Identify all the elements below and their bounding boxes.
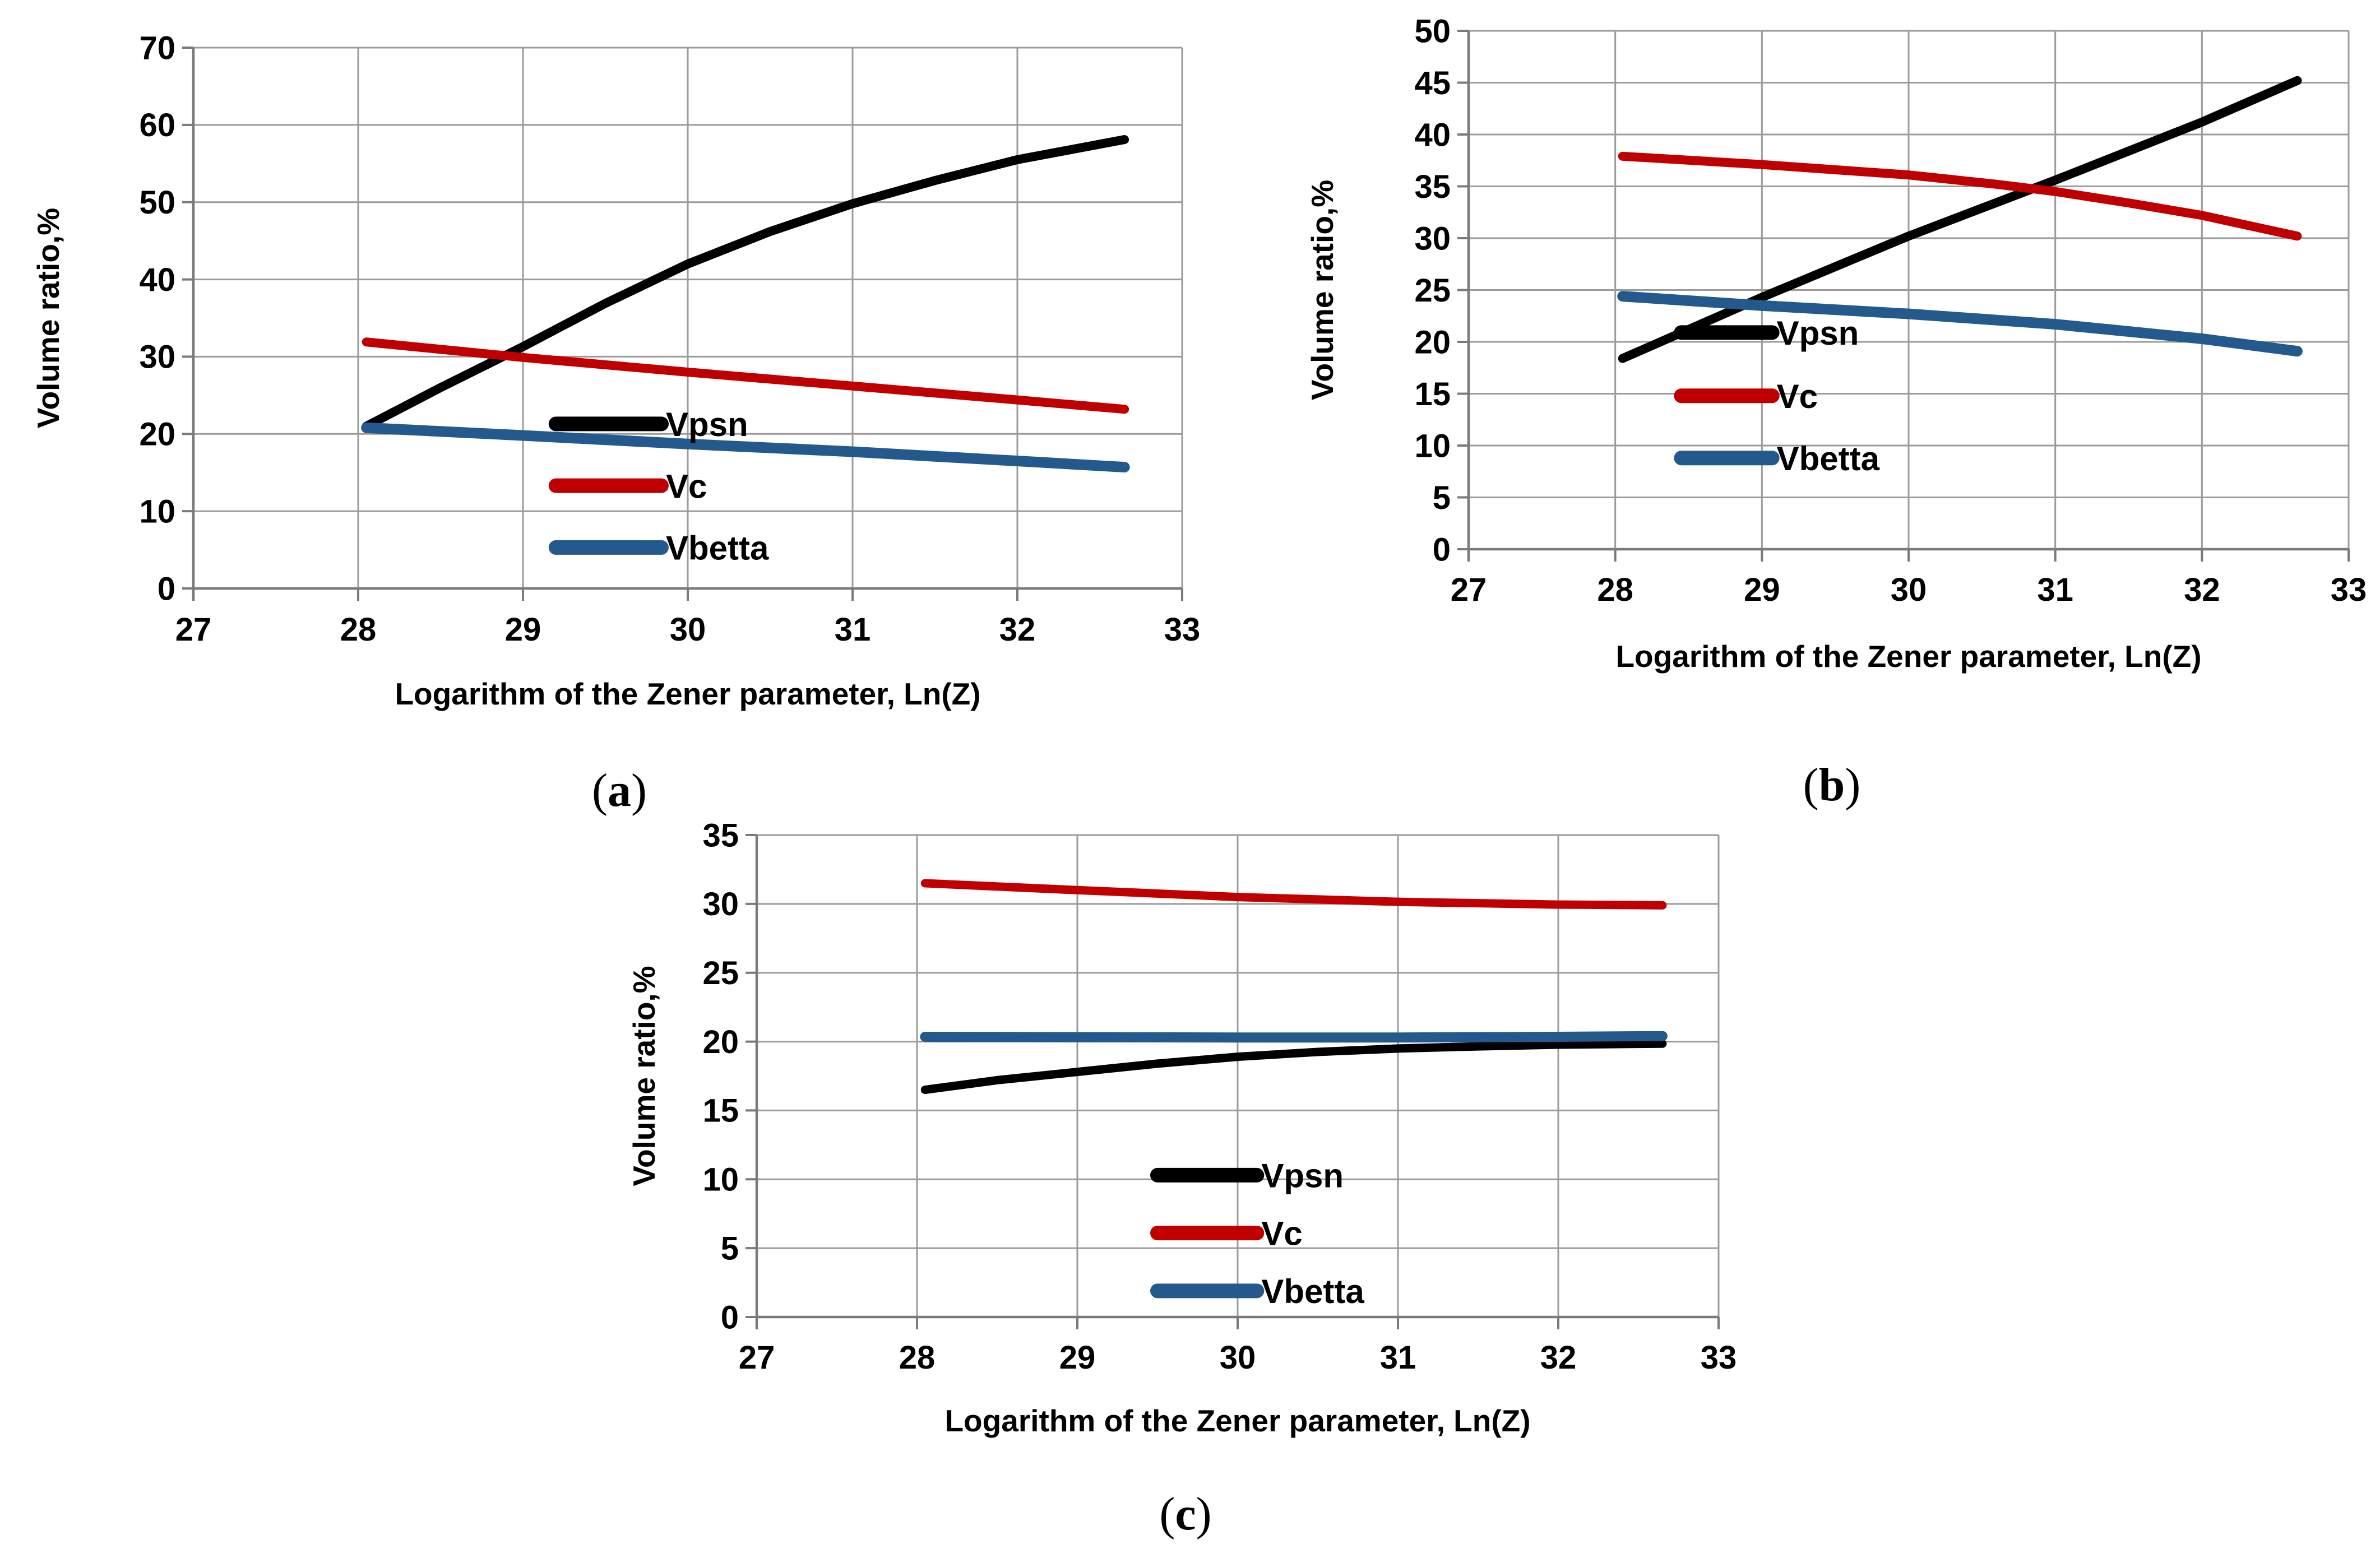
series-line-Vc	[920, 879, 1667, 910]
caption-open: (	[1159, 1488, 1175, 1540]
legend-label-Vpsn: Vpsn	[666, 406, 748, 443]
y-tick-label: 40	[1414, 117, 1451, 153]
caption-open: (	[1803, 759, 1819, 811]
y-tick-label: 50	[139, 184, 175, 221]
x-tick-label: 31	[2037, 572, 2073, 608]
y-tick-label: 45	[1414, 65, 1451, 101]
x-tick-label: 30	[1891, 572, 1927, 608]
x-tick-label: 31	[835, 611, 871, 648]
y-tick-label: 5	[1433, 480, 1451, 516]
x-tick-label: 27	[1451, 572, 1487, 608]
series-line-Vpsn	[920, 1039, 1667, 1095]
chart-b-svg: 0 5 10 15 20 25 30 35 40 45 50 27 28 29 30 31 32 33 Logari…	[1305, 13, 2367, 674]
y-tick-label: 10	[702, 1162, 739, 1198]
caption-letter: c	[1175, 1488, 1196, 1540]
y-axis-title: Volume ratio,%	[1305, 180, 1340, 400]
legend-label-Vc: Vc	[1777, 378, 1818, 415]
legend-label-Vbetta: Vbetta	[1261, 1273, 1364, 1310]
y-tick-label: 10	[1414, 428, 1451, 464]
y-tick-label: 5	[721, 1230, 739, 1267]
series-line-Vc	[1618, 151, 2302, 241]
y-tick-label: 35	[1414, 169, 1451, 205]
y-tick-label: 0	[721, 1299, 739, 1336]
chart-b-plot-area: 0 5 10 15 20 25 30 35 40 45 50 27 28 29 30 31 32 33 Logari…	[1284, 0, 2380, 720]
chart-c-plot-area: 0 5 10 15 20 25 30 35 27 28 29 30 31 32 33 Logarithm of…	[583, 813, 1788, 1457]
series-line-Vbetta	[1617, 291, 2303, 357]
caption-letter: a	[608, 764, 631, 817]
y-tick-label: 30	[1414, 220, 1451, 257]
y-tick-label: 15	[1414, 376, 1451, 412]
y-axis-title: Volume ratio,%	[627, 966, 661, 1186]
caption-close: )	[1845, 759, 1861, 811]
y-tick-label: 20	[1414, 324, 1451, 360]
y-tick-label: 20	[702, 1024, 739, 1060]
x-tick-label: 32	[2184, 572, 2220, 608]
y-tick-label: 25	[1414, 272, 1451, 309]
x-tick-label: 33	[1701, 1339, 1737, 1376]
y-tick-label: 60	[139, 107, 175, 143]
y-tick-label: 10	[139, 493, 175, 530]
chart-a-svg: 0 10 20 30 40 50 60 70 27 28 29 30 31 32 33 Logarithm o…	[31, 30, 1201, 711]
legend-label-Vpsn: Vpsn	[1777, 314, 1859, 352]
y-tick-label: 15	[702, 1093, 739, 1129]
legend-label-Vc: Vc	[1261, 1215, 1302, 1253]
y-tick-label: 20	[139, 416, 175, 453]
legend-label-Vbetta: Vbetta	[666, 530, 769, 567]
y-tick-label: 0	[1433, 531, 1451, 568]
caption-letter: b	[1818, 759, 1845, 811]
x-tick-label: 28	[1597, 572, 1633, 608]
legend-label-Vbetta: Vbetta	[1777, 440, 1880, 477]
x-tick-label: 33	[1164, 611, 1201, 648]
chart-c: 0 5 10 15 20 25 30 35 27 28 29 30 31 32 33 Logarithm of…	[583, 813, 1788, 1538]
x-tick-label: 28	[340, 611, 377, 648]
y-tick-label: 0	[158, 571, 175, 607]
y-tick-label: 30	[139, 339, 175, 375]
x-axis-title: Logarithm of the Zener parameter, Ln(Z)	[1615, 639, 2201, 674]
legend-label-Vc: Vc	[666, 467, 707, 505]
y-tick-label: 35	[702, 817, 739, 854]
x-tick-label: 31	[1380, 1339, 1416, 1376]
chart-a: 0 10 20 30 40 50 60 70 27 28 29 30 31 32 33 Logarithm o…	[14, 8, 1225, 814]
x-tick-label: 32	[999, 611, 1036, 648]
subfigure-label-c: (c)	[583, 1491, 1788, 1538]
caption-open: (	[592, 764, 608, 817]
x-tick-label: 33	[2331, 572, 2367, 608]
x-tick-label: 30	[670, 611, 706, 648]
caption-close: )	[1196, 1488, 1212, 1540]
x-tick-label: 27	[739, 1339, 775, 1376]
x-tick-label: 28	[899, 1339, 936, 1376]
series-line-Vbetta	[361, 422, 1130, 473]
subfigure-label-a: (a)	[14, 767, 1225, 814]
y-tick-label: 40	[139, 262, 175, 298]
series-line-Vpsn	[362, 135, 1129, 431]
legend-label-Vpsn: Vpsn	[1261, 1157, 1344, 1195]
y-tick-label: 25	[702, 955, 739, 991]
y-tick-label: 50	[1414, 13, 1451, 49]
y-axis-title: Volume ratio,%	[31, 208, 66, 428]
x-tick-label: 29	[1059, 1339, 1096, 1376]
series-line-Vbetta	[920, 1031, 1668, 1043]
chart-a-plot-area: 0 10 20 30 40 50 60 70 27 28 29 30 31 32 33 Logarithm o…	[14, 8, 1225, 759]
x-axis-title: Logarithm of the Zener parameter, Ln(Z)	[395, 676, 980, 711]
subfigure-label-b: (b)	[1284, 762, 2380, 809]
series-line-Vc	[362, 337, 1129, 414]
chart-c-svg: 0 5 10 15 20 25 30 35 27 28 29 30 31 32 33 Logarithm of…	[627, 817, 1737, 1438]
chart-b: 0 5 10 15 20 25 30 35 40 45 50 27 28 29 30 31 32 33 Logari…	[1284, 0, 2380, 809]
caption-close: )	[631, 764, 647, 817]
x-tick-label: 30	[1220, 1339, 1256, 1376]
x-tick-label: 32	[1540, 1339, 1577, 1376]
x-tick-label: 27	[175, 611, 212, 648]
x-axis-title: Logarithm of the Zener parameter, Ln(Z)	[944, 1403, 1530, 1438]
x-tick-label: 29	[505, 611, 541, 648]
x-tick-label: 29	[1744, 572, 1780, 608]
y-tick-label: 30	[702, 886, 739, 922]
y-tick-label: 70	[139, 30, 175, 66]
